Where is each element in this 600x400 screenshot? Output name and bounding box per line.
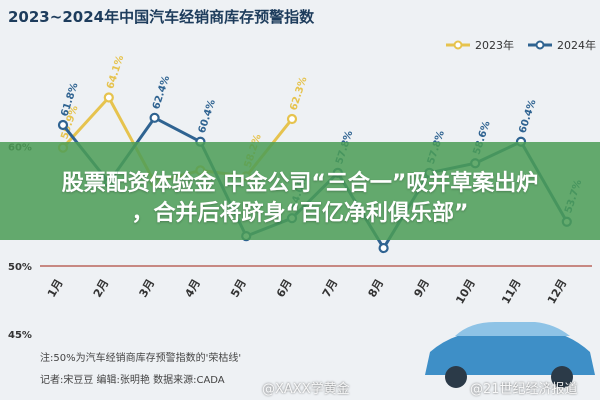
legend: 2023年 2024年: [446, 38, 596, 52]
car-illustration: [425, 322, 595, 388]
headline-line-1: 股票配资体验金 中金公司“三合一”吸并草案出炉: [61, 171, 539, 196]
legend-label-2024: 2024年: [557, 38, 596, 52]
chart-title: 2023~2024年中国汽车经销商库存预警指数: [8, 8, 315, 26]
legend-marker-2024: [535, 40, 545, 50]
headline-line-2: ，合并后将跻身“百亿净利俱乐部”: [131, 201, 469, 226]
watermark-left: @XAXX学黄金: [262, 382, 350, 397]
y-tick-label: 45%: [8, 330, 32, 341]
note-credits: 记者:宋豆豆 编辑:张明艳 数据来源:CADA: [40, 375, 225, 386]
data-point: [103, 92, 114, 103]
note-threshold: 注:50%为汽车经销商库存预警指数的'荣枯线': [40, 353, 242, 364]
data-point: [378, 242, 389, 254]
y-tick-label: 50%: [8, 262, 32, 273]
watermark-right: @21世纪经济报道: [470, 382, 578, 397]
data-point: [286, 113, 298, 125]
data-point: [57, 119, 69, 131]
legend-label-2023: 2023年: [475, 38, 514, 52]
legend-marker-2023: [453, 40, 463, 50]
headline-banner: [0, 142, 600, 240]
data-point: [149, 112, 160, 123]
